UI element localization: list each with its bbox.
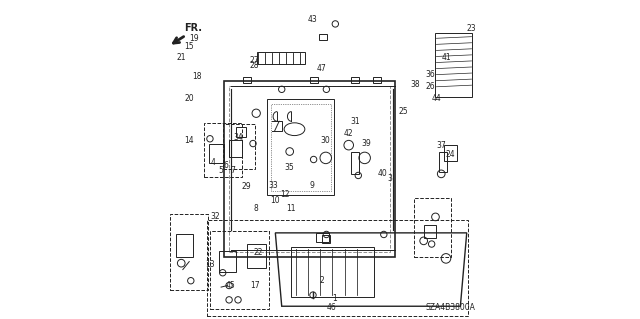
- Text: 5: 5: [219, 166, 223, 175]
- Bar: [310, 77, 317, 83]
- Text: 26: 26: [425, 82, 435, 91]
- Text: 22: 22: [253, 248, 262, 256]
- Bar: [435, 33, 472, 97]
- Text: 47: 47: [317, 64, 326, 73]
- Text: 19: 19: [189, 34, 199, 43]
- Text: 1: 1: [332, 294, 337, 303]
- Text: FR.: FR.: [184, 24, 202, 33]
- Bar: [414, 198, 451, 257]
- Bar: [209, 144, 223, 163]
- Text: 33: 33: [269, 181, 278, 189]
- Text: SZA4B3800A: SZA4B3800A: [425, 303, 475, 312]
- Text: 31: 31: [350, 117, 360, 126]
- Bar: [204, 123, 242, 177]
- Bar: [424, 225, 436, 238]
- Text: 42: 42: [344, 130, 353, 138]
- Bar: [210, 231, 269, 309]
- Bar: [175, 234, 193, 257]
- Bar: [323, 235, 330, 243]
- Text: 2: 2: [319, 276, 324, 285]
- Text: 10: 10: [271, 197, 280, 205]
- Bar: [243, 77, 251, 83]
- Bar: [236, 127, 246, 137]
- Text: 39: 39: [362, 139, 371, 148]
- Text: 17: 17: [250, 281, 259, 290]
- Text: 43: 43: [307, 15, 317, 24]
- Bar: [291, 247, 374, 297]
- Text: 29: 29: [242, 182, 252, 191]
- Bar: [373, 77, 381, 83]
- Bar: [351, 77, 359, 83]
- Bar: [438, 152, 447, 172]
- Text: 18: 18: [193, 72, 202, 81]
- Text: 27: 27: [250, 56, 259, 65]
- Bar: [223, 124, 255, 169]
- Bar: [170, 214, 209, 290]
- Bar: [207, 220, 468, 316]
- Text: 32: 32: [210, 212, 220, 221]
- Bar: [319, 34, 327, 40]
- Text: 37: 37: [436, 141, 446, 150]
- Text: 35: 35: [285, 163, 294, 172]
- Text: 13: 13: [205, 260, 215, 269]
- Bar: [271, 104, 331, 191]
- Bar: [228, 139, 242, 157]
- Text: 36: 36: [425, 70, 435, 79]
- Bar: [268, 99, 334, 195]
- Text: 28: 28: [250, 61, 259, 70]
- Bar: [351, 152, 359, 174]
- Text: 24: 24: [446, 150, 456, 159]
- Text: 3: 3: [388, 174, 392, 183]
- Text: 15: 15: [184, 42, 194, 51]
- Text: 6: 6: [223, 161, 228, 170]
- Text: 30: 30: [321, 136, 331, 145]
- Text: 44: 44: [431, 94, 442, 103]
- Text: 23: 23: [467, 24, 476, 33]
- Text: 21: 21: [177, 53, 186, 62]
- Bar: [257, 52, 305, 64]
- Text: 14: 14: [184, 136, 194, 145]
- Bar: [246, 244, 266, 268]
- Text: 34: 34: [234, 133, 244, 142]
- Text: 20: 20: [184, 94, 194, 103]
- Text: 45: 45: [226, 281, 236, 290]
- Text: 38: 38: [411, 80, 420, 89]
- Text: 7: 7: [230, 166, 235, 175]
- Text: 8: 8: [254, 204, 259, 213]
- Text: 12: 12: [280, 190, 290, 199]
- Text: 41: 41: [441, 53, 451, 62]
- Bar: [219, 251, 236, 272]
- Text: 9: 9: [310, 181, 314, 189]
- Bar: [316, 233, 329, 242]
- Bar: [444, 145, 457, 161]
- Text: 4: 4: [211, 158, 216, 167]
- Text: 25: 25: [398, 107, 408, 116]
- Text: 40: 40: [378, 169, 387, 178]
- Text: 46: 46: [326, 303, 336, 312]
- Text: 11: 11: [287, 204, 296, 213]
